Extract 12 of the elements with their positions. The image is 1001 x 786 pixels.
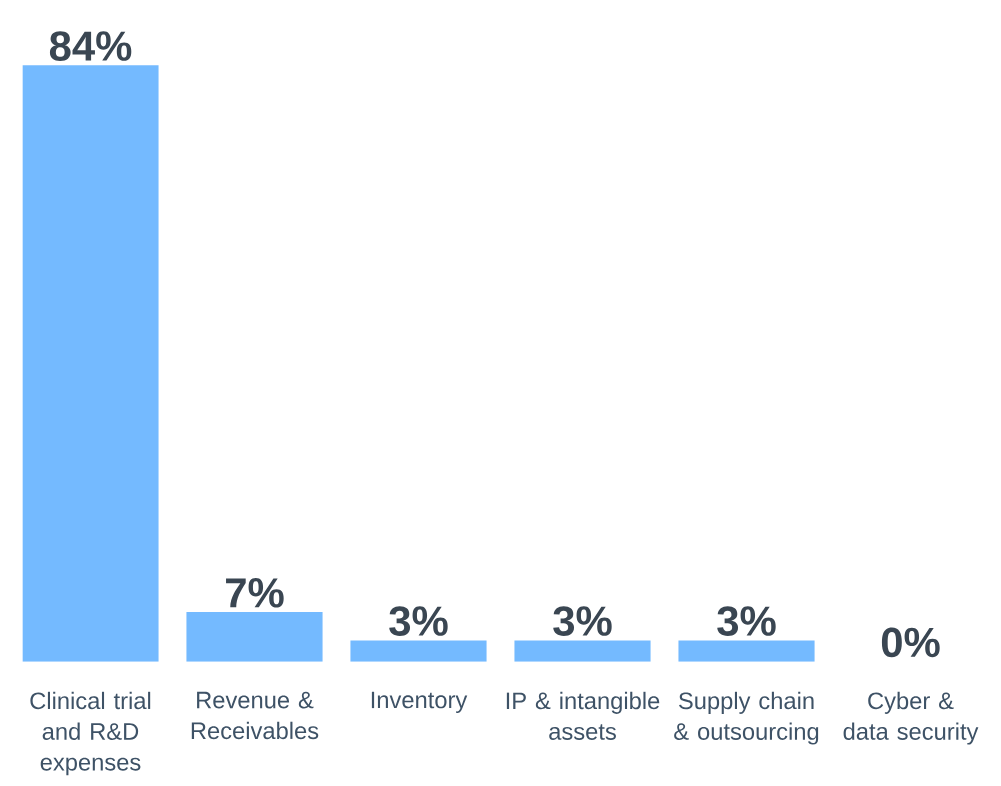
x-tick-label: Inventory [371, 691, 468, 714]
data-label: 84% [49, 31, 132, 62]
x-tick-label: Revenue & Receivables [191, 692, 319, 740]
data-label: 3% [553, 606, 612, 637]
x-tick-label: IP & intangible assets [506, 692, 660, 741]
data-label: 3% [389, 606, 448, 637]
x-tick-label: Clinical trial and R&D expenses [30, 692, 151, 776]
x-tick-label: Supply chain & outsourcing [674, 692, 819, 745]
data-label: 7% [226, 578, 284, 608]
x-tick-label: Cyber & data security [843, 692, 979, 745]
data-label: 0% [881, 627, 940, 658]
data-label: 3% [717, 606, 776, 637]
